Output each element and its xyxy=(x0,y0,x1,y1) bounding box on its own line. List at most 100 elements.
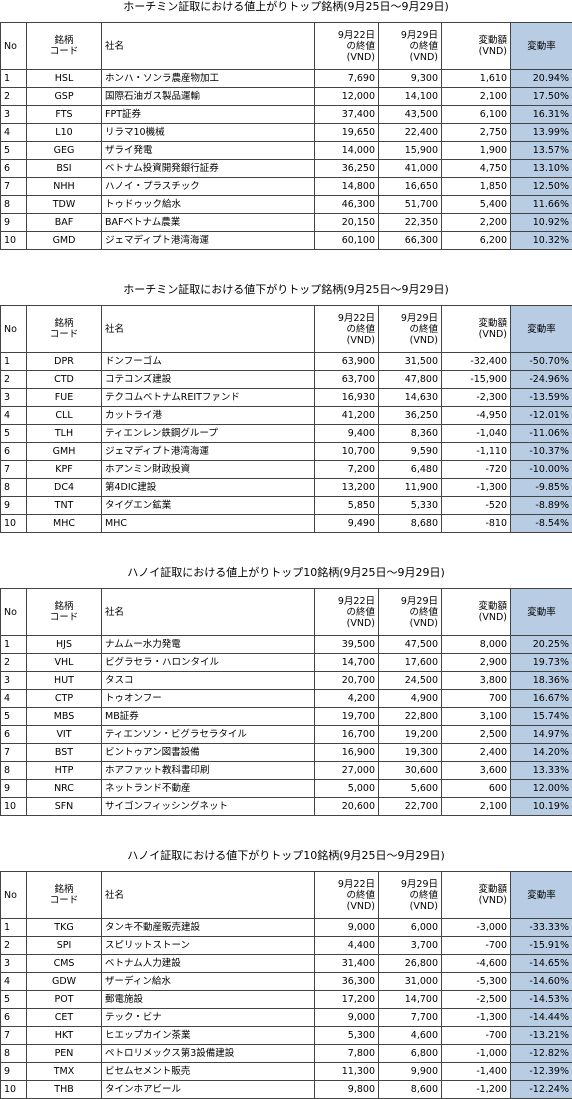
cell: -12.39% xyxy=(510,1062,572,1081)
cell: 2,200 xyxy=(441,213,511,232)
header-cell: 変動額 (VND) xyxy=(441,305,511,353)
cell: 600 xyxy=(441,779,511,798)
cell: タインホアビール xyxy=(101,1080,315,1099)
header-cell: 変動率 xyxy=(510,588,572,636)
cell: FTS xyxy=(26,105,102,124)
cell: FUE xyxy=(26,388,102,407)
stock-table: No 銘柄 コード 社名 9月22日 の終値 (VND) 9月29日 の終値 (VND)… xyxy=(0,871,572,1099)
cell: 8 xyxy=(0,1044,27,1063)
data-row: 7 NHH ハノイ・プラスチック 14,800 16,650 1,850 12.50% xyxy=(0,177,572,196)
cell: -1,300 xyxy=(441,1008,511,1027)
cell: ハノイ・プラスチック xyxy=(101,177,315,196)
cell: 10.32% xyxy=(510,231,572,250)
cell: 5,400 xyxy=(441,195,511,214)
data-row: 9 BAF BAFベトナム農業 20,150 22,350 2,200 10.92% xyxy=(0,213,572,232)
cell: 14,700 xyxy=(314,653,379,672)
cell: -15,900 xyxy=(441,370,511,389)
cell: FPT証券 xyxy=(101,105,315,124)
cell: 24,500 xyxy=(378,671,442,690)
cell: BSI xyxy=(26,159,102,178)
cell: NRC xyxy=(26,779,102,798)
cell: ホンハ・ソンラ農産物加工 xyxy=(101,69,315,88)
data-row: 3 HUT タスコ 20,700 24,500 3,800 18.36% xyxy=(0,671,572,690)
cell: ネットランド不動産 xyxy=(101,779,315,798)
header-cell: No xyxy=(0,22,27,70)
data-row: 10 SFN サイゴンフィッシングネット 20,600 22,700 2,100 10.19… xyxy=(0,797,572,816)
data-row: 2 CTD コテコンズ建設 63,700 47,800 -15,900 -24.96% xyxy=(0,370,572,389)
cell: SFN xyxy=(26,797,102,816)
cell: ホアンミン財政投資 xyxy=(101,460,315,479)
cell: 2,750 xyxy=(441,123,511,142)
cell: 4 xyxy=(0,406,27,425)
cell: 22,700 xyxy=(378,797,442,816)
cell: -12.82% xyxy=(510,1044,572,1063)
header-cell: 変動額 (VND) xyxy=(441,588,511,636)
cell: VIT xyxy=(26,725,102,744)
cell: 7,200 xyxy=(314,460,379,479)
cell: CTP xyxy=(26,689,102,708)
cell: -8.89% xyxy=(510,496,572,515)
cell: TMX xyxy=(26,1062,102,1081)
cell: 19.73% xyxy=(510,653,572,672)
stock-table: No 銘柄 コード 社名 9月22日 の終値 (VND) 9月29日 の終値 (VND)… xyxy=(0,588,572,816)
data-row: 10 GMD ジェマディプト港湾海運 60,100 66,300 6,200 10.32% xyxy=(0,231,572,250)
data-row: 7 HKT ヒエップカイン茶業 5,300 4,600 -700 -13.21% xyxy=(0,1026,572,1045)
cell: ペトロリメックス第3設備建設 xyxy=(101,1044,315,1063)
data-row: 6 GMH ジェマディプト港湾海運 10,700 9,590 -1,110 -10.37% xyxy=(0,442,572,461)
cell: 7 xyxy=(0,460,27,479)
cell: 27,000 xyxy=(314,761,379,780)
cell: 41,000 xyxy=(378,159,442,178)
header-cell: No xyxy=(0,305,27,353)
cell: 11,300 xyxy=(314,1062,379,1081)
cell: 4,200 xyxy=(314,689,379,708)
cell: 14.20% xyxy=(510,743,572,762)
header-cell: 9月22日 の終値 (VND) xyxy=(314,305,379,353)
cell: 46,300 xyxy=(314,195,379,214)
cell: 6 xyxy=(0,1008,27,1027)
cell: ヒエップカイン茶業 xyxy=(101,1026,315,1045)
cell: KPF xyxy=(26,460,102,479)
cell: 9,590 xyxy=(378,442,442,461)
cell: 16,650 xyxy=(378,177,442,196)
cell: 10,700 xyxy=(314,442,379,461)
section: ハノイ証取における値上がりトップ10銘柄(9月25日～9月29日) No 銘柄 コー… xyxy=(0,566,572,816)
cell: TLH xyxy=(26,424,102,443)
cell: トゥドゥック給水 xyxy=(101,195,315,214)
cell: 14,630 xyxy=(378,388,442,407)
header-cell: 変動率 xyxy=(510,305,572,353)
cell: 19,700 xyxy=(314,707,379,726)
cell: -700 xyxy=(441,936,511,955)
cell: 47,800 xyxy=(378,370,442,389)
cell: 26,800 xyxy=(378,954,442,973)
cell: 9,400 xyxy=(314,424,379,443)
cell: 7 xyxy=(0,743,27,762)
section: ホーチミン証取における値下がりトップ銘柄(9月25日～9月29日) No 銘柄 コー… xyxy=(0,283,572,533)
cell: SPI xyxy=(26,936,102,955)
cell: -810 xyxy=(441,514,511,533)
cell: PEN xyxy=(26,1044,102,1063)
cell: 19,200 xyxy=(378,725,442,744)
cell: 63,900 xyxy=(314,352,379,371)
cell: 39,500 xyxy=(314,635,379,654)
cell: 5 xyxy=(0,990,27,1009)
header-row: No 銘柄 コード 社名 9月22日 の終値 (VND) 9月29日 の終値 (VND)… xyxy=(0,305,572,353)
cell: 5 xyxy=(0,141,27,160)
cell: -1,300 xyxy=(441,478,511,497)
cell: 第4DIC建設 xyxy=(101,478,315,497)
cell: 15.74% xyxy=(510,707,572,726)
data-row: 2 SPI スピリットストーン 4,400 3,700 -700 -15.91% xyxy=(0,936,572,955)
cell: 7,700 xyxy=(378,1008,442,1027)
data-row: 8 DC4 第4DIC建設 13,200 11,900 -1,300 -9.85% xyxy=(0,478,572,497)
cell: 3 xyxy=(0,954,27,973)
cell: 7 xyxy=(0,1026,27,1045)
header-cell: No xyxy=(0,588,27,636)
cell: 16,930 xyxy=(314,388,379,407)
header-cell: 社名 xyxy=(101,588,315,636)
cell: ジェマディプト港湾海運 xyxy=(101,231,315,250)
cell: -1,200 xyxy=(441,1080,511,1099)
cell: 郵電施設 xyxy=(101,990,315,1009)
cell: 3,800 xyxy=(441,671,511,690)
cell: ザーディン給水 xyxy=(101,972,315,991)
cell: カットライ港 xyxy=(101,406,315,425)
cell: 2,500 xyxy=(441,725,511,744)
